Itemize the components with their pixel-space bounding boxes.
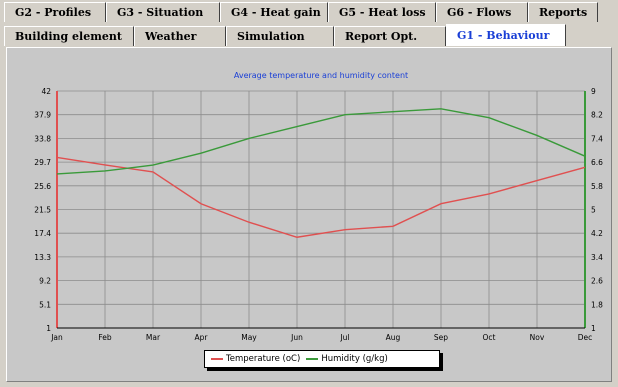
tab-row-lower: Building element Weather Simulation Report … — [4, 24, 566, 46]
x-tick-label: Mar — [146, 333, 161, 342]
tab-building-element[interactable]: Building element — [4, 26, 134, 46]
chart-legend: Temperature (oC) Humidity (g/kg) — [204, 350, 440, 368]
y-right-tick-label: 8.2 — [591, 111, 603, 120]
x-tick-label: Feb — [98, 333, 112, 342]
x-tick-label: Jan — [50, 333, 63, 342]
tab-g1-behaviour[interactable]: G1 - Behaviour — [446, 24, 566, 46]
y-left-tick-label: 9.2 — [39, 277, 51, 286]
humidity-line — [56, 108, 586, 175]
tab-weather[interactable]: Weather — [134, 26, 226, 46]
y-left-tick-label: 21.5 — [34, 206, 51, 215]
x-tick-label: Apr — [195, 333, 209, 342]
legend-label-temperature: Temperature (oC) — [226, 354, 301, 364]
y-left-tick-label: 33.8 — [34, 134, 51, 143]
y-left-tick-label: 1 — [46, 324, 51, 333]
temperature-line — [56, 156, 586, 238]
tab-g4-heat-gain[interactable]: G4 - Heat gain — [220, 2, 328, 22]
y-left-tick-label: 25.6 — [34, 182, 51, 191]
y-right-tick-label: 5.8 — [591, 182, 603, 191]
tab-g2-profiles[interactable]: G2 - Profiles — [4, 2, 106, 22]
y-left-tick-label: 17.4 — [34, 229, 51, 238]
legend-label-humidity: Humidity (g/kg) — [321, 354, 388, 364]
y-left-tick-label: 37.9 — [34, 111, 51, 120]
chart-panel: Average temperature and humidity content… — [6, 47, 612, 382]
x-tick-label: Oct — [483, 333, 496, 342]
chart-title: Average temperature and humidity content — [234, 71, 408, 80]
tab-g5-heat-loss[interactable]: G5 - Heat loss — [328, 2, 436, 22]
x-tick-label: Nov — [530, 333, 545, 342]
x-tick-label: May — [241, 333, 257, 342]
tab-simulation[interactable]: Simulation — [226, 26, 334, 46]
legend-item-humidity: Humidity (g/kg) — [306, 354, 388, 364]
y-left-tick-label: 13.3 — [34, 253, 51, 262]
legend-swatch-temperature — [211, 358, 223, 360]
legend-item-temperature: Temperature (oC) — [211, 354, 300, 364]
tab-row-upper: G2 - Profiles G3 - Situation G4 - Heat gai… — [4, 0, 598, 22]
x-tick-label: Jun — [290, 333, 303, 342]
y-right-tick-label: 2.6 — [591, 277, 603, 286]
y-right-tick-label: 9 — [591, 87, 596, 96]
x-tick-label: Aug — [386, 333, 401, 342]
tab-g6-flows[interactable]: G6 - Flows — [436, 2, 528, 22]
tab-g3-situation[interactable]: G3 - Situation — [106, 2, 220, 22]
y-right-tick-label: 7.4 — [591, 134, 603, 143]
legend-swatch-humidity — [306, 358, 319, 360]
y-right-tick-label: 6.6 — [591, 158, 603, 167]
x-tick-label: Sep — [434, 333, 448, 342]
y-right-tick-label: 5 — [591, 206, 596, 215]
x-tick-label: Dec — [578, 333, 593, 342]
y-right-tick-label: 4.2 — [591, 229, 603, 238]
x-tick-label: Jul — [339, 333, 349, 342]
tab-report-opt[interactable]: Report Opt. — [334, 26, 446, 46]
y-right-tick-label: 1 — [591, 324, 596, 333]
y-left-tick-label: 5.1 — [39, 300, 51, 309]
y-left-tick-label: 29.7 — [34, 158, 51, 167]
y-right-tick-label: 3.4 — [591, 253, 603, 262]
tab-reports[interactable]: Reports — [528, 2, 598, 22]
y-right-tick-label: 1.8 — [591, 300, 603, 309]
behaviour-chart: Average temperature and humidity content… — [34, 71, 603, 342]
y-left-tick-label: 42 — [41, 87, 51, 96]
